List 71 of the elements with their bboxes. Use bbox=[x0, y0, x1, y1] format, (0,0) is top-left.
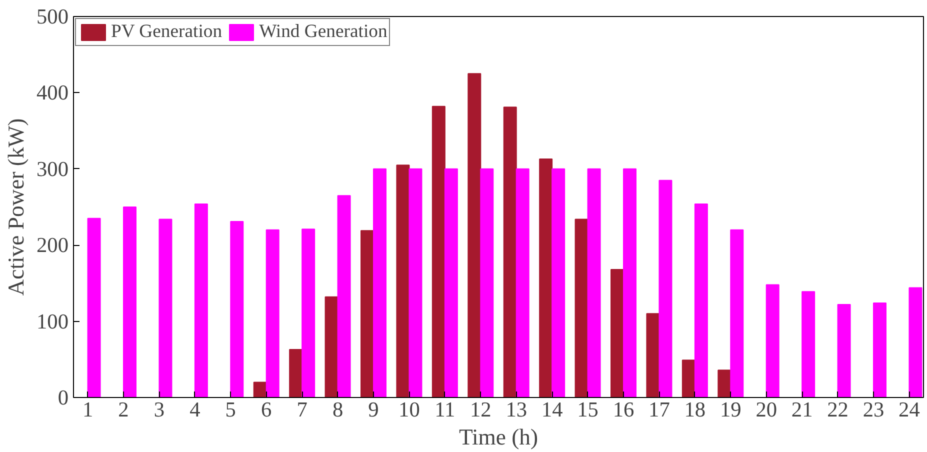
bar bbox=[468, 73, 482, 398]
legend-label: Wind Generation bbox=[259, 21, 388, 43]
x-tick-label: 12 bbox=[470, 398, 492, 422]
x-tick-label: 17 bbox=[648, 398, 670, 422]
bar bbox=[360, 230, 374, 398]
bar bbox=[444, 168, 458, 398]
x-tick-label: 15 bbox=[577, 398, 598, 422]
bar bbox=[408, 168, 422, 398]
bar bbox=[266, 229, 280, 398]
bar bbox=[324, 296, 338, 398]
y-tick-label: 500 bbox=[36, 4, 69, 28]
bar bbox=[658, 180, 672, 398]
x-tick-label: 24 bbox=[898, 398, 920, 422]
bar bbox=[552, 168, 566, 398]
bar bbox=[646, 313, 660, 398]
x-tick-label: 16 bbox=[612, 398, 634, 422]
bar bbox=[337, 195, 351, 398]
bar bbox=[396, 164, 410, 398]
bar bbox=[908, 287, 922, 398]
x-tick-label: 18 bbox=[684, 398, 706, 422]
y-tick-label: 100 bbox=[36, 309, 69, 334]
x-tick-label: 19 bbox=[720, 398, 742, 422]
y-tick-label: 300 bbox=[36, 156, 69, 181]
x-tick-label: 4 bbox=[190, 398, 201, 422]
x-tick-label: 13 bbox=[506, 398, 528, 422]
x-tick-label: 21 bbox=[791, 398, 813, 422]
bar bbox=[230, 220, 244, 398]
bar bbox=[587, 168, 601, 398]
y-tick-label: 0 bbox=[58, 386, 69, 410]
x-tick-label: 7 bbox=[296, 398, 308, 422]
x-tick-label: 5 bbox=[225, 398, 236, 422]
x-tick-label: 11 bbox=[434, 398, 456, 422]
bar bbox=[694, 203, 708, 398]
bar bbox=[873, 302, 886, 398]
bar bbox=[503, 106, 517, 398]
x-tick-label: 8 bbox=[332, 398, 344, 422]
bar bbox=[87, 218, 101, 398]
bar bbox=[574, 218, 588, 398]
x-tick-label: 23 bbox=[862, 398, 884, 422]
x-tick-label: 3 bbox=[154, 398, 165, 422]
x-axis-title: Time (h) bbox=[458, 424, 538, 450]
bar bbox=[302, 228, 316, 398]
bar bbox=[610, 268, 624, 398]
x-tick-label: 20 bbox=[756, 398, 778, 422]
bar bbox=[682, 360, 696, 398]
bar bbox=[730, 229, 744, 398]
x-tick-label: 14 bbox=[541, 398, 564, 422]
bar bbox=[123, 206, 136, 398]
bar bbox=[158, 218, 172, 398]
bar bbox=[432, 106, 446, 398]
legend-label: PV Generation bbox=[111, 21, 222, 43]
y-tick-label: 200 bbox=[36, 233, 69, 258]
x-tick-label: 2 bbox=[118, 398, 129, 422]
x-tick-label: 10 bbox=[398, 398, 420, 422]
x-tick-label: 22 bbox=[827, 398, 848, 422]
y-tick-label: 400 bbox=[36, 80, 69, 105]
bar bbox=[373, 168, 386, 398]
bar bbox=[539, 158, 553, 398]
x-tick-label: 6 bbox=[261, 398, 272, 422]
bar bbox=[766, 284, 780, 398]
y-axis-title: Active Power (kW) bbox=[4, 118, 29, 296]
bar bbox=[718, 370, 732, 398]
bar bbox=[623, 168, 636, 398]
bar bbox=[837, 304, 851, 398]
x-tick-label: 9 bbox=[368, 398, 379, 422]
bar bbox=[480, 168, 494, 398]
bar bbox=[194, 203, 208, 398]
bar bbox=[289, 348, 303, 398]
x-tick-label: 1 bbox=[82, 398, 94, 422]
bar bbox=[802, 291, 816, 398]
bar bbox=[516, 168, 530, 398]
